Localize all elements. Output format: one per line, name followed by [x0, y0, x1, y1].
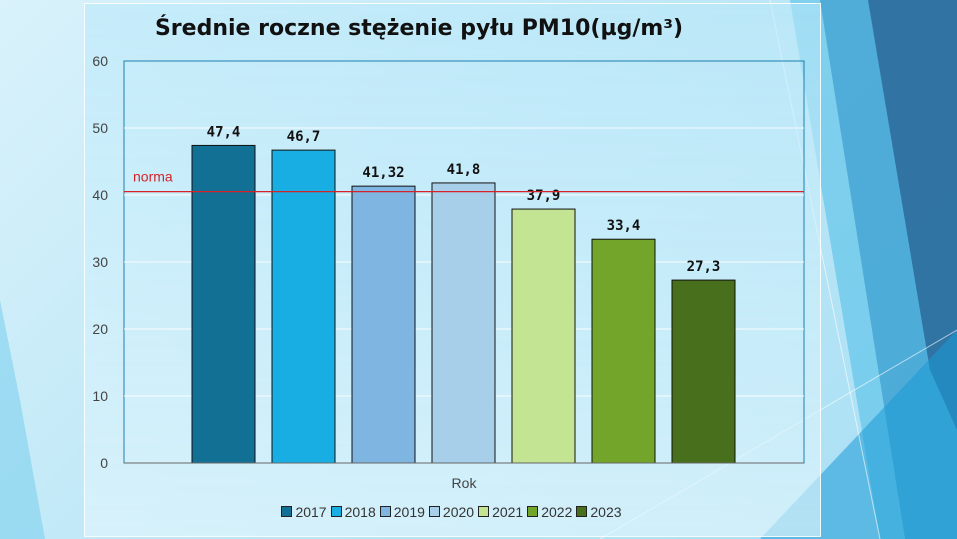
legend-label: 2018: [344, 504, 376, 520]
legend-swatch: [330, 506, 342, 517]
legend-item-2017: 2017: [281, 504, 327, 520]
bar-2022: [591, 238, 656, 464]
legend-swatch: [428, 506, 440, 517]
bar-2020: [431, 182, 496, 464]
legend-label: 2017: [295, 504, 327, 520]
bar-2021: [511, 208, 576, 464]
y-tick-label: 40: [92, 187, 108, 203]
legend-item-2022: 2022: [527, 504, 572, 520]
bar-2019: [351, 185, 416, 464]
legend-swatch: [281, 506, 293, 517]
legend-item-2023: 2023: [576, 504, 622, 520]
legend-item-2019: 2019: [379, 504, 425, 520]
data-label: 33,4: [607, 218, 641, 234]
y-tick-label: 10: [92, 388, 108, 404]
data-label: 41,32: [362, 165, 404, 181]
y-tick-label: 50: [92, 120, 108, 136]
y-tick-label: 30: [92, 254, 108, 270]
legend-swatch: [527, 506, 539, 517]
legend-label: 2022: [541, 504, 573, 520]
bar-2017: [191, 144, 256, 464]
legend-item-2018: 2018: [330, 504, 376, 520]
chart-title: Średnie roczne stężenie pyłu PM10(µg/m³): [154, 16, 684, 41]
data-label: 27,3: [687, 259, 721, 275]
bar-2023: [671, 279, 736, 464]
legend-label: 2023: [590, 504, 622, 520]
legend-label: 2021: [492, 504, 524, 520]
y-tick-label: 20: [92, 321, 108, 337]
norma-label: norma: [133, 169, 173, 185]
x-axis-title: Rok: [452, 475, 478, 491]
legend-label: 2019: [393, 504, 425, 520]
data-label: 37,9: [527, 188, 561, 204]
legend-item-2020: 2020: [428, 504, 475, 520]
data-label: 41,8: [447, 162, 481, 178]
bar-2018: [271, 149, 336, 464]
y-tick-label: 0: [100, 455, 108, 471]
legend-swatch: [478, 506, 490, 517]
legend-swatch: [379, 506, 391, 517]
legend-label: 2020: [442, 504, 475, 520]
data-label: 46,7: [287, 129, 321, 145]
legend-item-2021: 2021: [478, 504, 523, 520]
chart-legend: 2017 2018 2019 2020 2021 2022 2023: [84, 504, 819, 520]
legend-swatch: [576, 506, 588, 517]
y-tick-label: 60: [92, 53, 108, 69]
data-label: 47,4: [207, 124, 241, 140]
